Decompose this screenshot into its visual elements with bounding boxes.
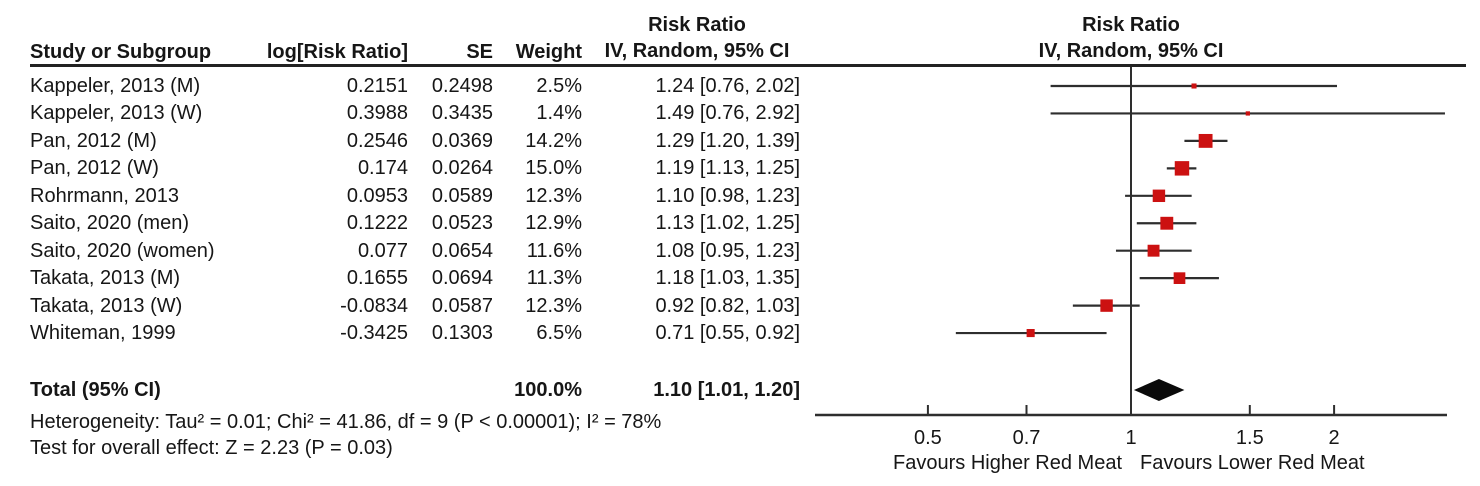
study-name: Saito, 2020 (men) [30, 212, 189, 234]
effect-square [1245, 111, 1250, 116]
ci-value: 1.13 [1.02, 1.25] [655, 212, 800, 234]
log-rr-value: 0.3988 [346, 102, 408, 124]
total-weight: 100.0% [514, 379, 582, 401]
log-rr-value: 0.2546 [346, 130, 408, 152]
effect-square [1160, 216, 1174, 230]
ci-value: 1.49 [0.76, 2.92] [655, 102, 800, 124]
weight-value: 12.3% [525, 185, 582, 207]
ci-value: 1.18 [1.03, 1.35] [655, 267, 800, 289]
plot-header-line1: Risk Ratio [1082, 14, 1180, 36]
col-header-effect-line2: IV, Random, 95% CI [604, 40, 790, 62]
effect-square [1173, 272, 1186, 284]
log-rr-value: 0.077 [357, 240, 408, 262]
se-value: 0.0523 [431, 212, 493, 234]
effect-square [1174, 161, 1190, 176]
study-name: Pan, 2012 (W) [30, 157, 159, 179]
se-value: 0.0369 [431, 130, 493, 152]
weight-value: 12.3% [525, 295, 582, 317]
weight-value: 15.0% [525, 157, 582, 179]
se-value: 0.0587 [431, 295, 493, 317]
se-value: 0.1303 [431, 322, 493, 344]
weight-value: 12.9% [525, 212, 582, 234]
study-name: Kappeler, 2013 (M) [30, 75, 201, 97]
ci-value: 1.24 [0.76, 2.02] [655, 75, 800, 97]
col-header-se: SE [466, 41, 493, 63]
effect-square [1100, 299, 1113, 312]
header-rule [30, 64, 1466, 67]
plot-header-line2: IV, Random, 95% CI [1038, 40, 1224, 62]
favours-left-label: Favours Higher Red Meat [893, 452, 1122, 474]
ci-value: 1.19 [1.13, 1.25] [655, 157, 800, 179]
total-label: Total (95% CI) [30, 379, 161, 401]
study-name: Takata, 2013 (W) [30, 295, 183, 317]
weight-value: 2.5% [536, 75, 582, 97]
se-value: 0.0654 [431, 240, 493, 262]
ci-value: 1.08 [0.95, 1.23] [655, 240, 800, 262]
effect-square [1152, 189, 1166, 203]
weight-value: 1.4% [536, 102, 582, 124]
log-rr-value: -0.0834 [340, 295, 408, 317]
ci-value: 1.29 [1.20, 1.39] [655, 130, 800, 152]
plot-header: Risk Ratio IV, Random, 95% CI [1011, 12, 1251, 64]
se-value: 0.2498 [431, 75, 493, 97]
axis-tick-label: 0.5 [914, 427, 942, 449]
weight-value: 11.6% [526, 240, 582, 262]
axis-tick-label: 1.5 [1236, 427, 1264, 449]
axis-tick-label: 0.7 [1013, 427, 1041, 449]
overall-effect-text: Test for overall effect: Z = 2.23 (P = 0… [30, 437, 393, 459]
col-header-effect-line1: Risk Ratio [648, 14, 746, 36]
effect-square [1147, 244, 1160, 257]
heterogeneity-text: Heterogeneity: Tau² = 0.01; Chi² = 41.86… [30, 411, 662, 433]
total-diamond [1133, 379, 1185, 401]
log-rr-value: -0.3425 [340, 322, 408, 344]
study-name: Kappeler, 2013 (W) [30, 102, 203, 124]
ci-value: 0.92 [0.82, 1.03] [655, 295, 800, 317]
log-rr-value: 0.174 [357, 157, 408, 179]
ci-value: 0.71 [0.55, 0.92] [655, 322, 800, 344]
favours-right-label: Favours Lower Red Meat [1140, 452, 1365, 474]
log-rr-value: 0.2151 [346, 75, 408, 97]
col-header-log-rr: log[Risk Ratio] [266, 41, 408, 63]
se-value: 0.0264 [431, 157, 493, 179]
weight-value: 6.5% [536, 322, 582, 344]
log-rr-value: 0.1222 [346, 212, 408, 234]
weight-value: 14.2% [525, 130, 582, 152]
log-rr-value: 0.1655 [346, 267, 408, 289]
effect-square [1191, 83, 1197, 89]
se-value: 0.0694 [431, 267, 493, 289]
col-header-effect: Risk Ratio IV, Random, 95% CI [594, 12, 800, 64]
ci-value: 1.10 [0.98, 1.23] [655, 185, 800, 207]
log-rr-value: 0.0953 [346, 185, 408, 207]
study-name: Rohrmann, 2013 [30, 185, 179, 207]
study-name: Takata, 2013 (M) [30, 267, 181, 289]
study-name: Saito, 2020 (women) [30, 240, 215, 262]
effect-square [1026, 329, 1035, 338]
axis-tick-label: 2 [1329, 427, 1340, 449]
axis-tick-label: 1 [1125, 427, 1136, 449]
se-value: 0.0589 [431, 185, 493, 207]
effect-square [1198, 133, 1213, 148]
total-ci: 1.10 [1.01, 1.20] [653, 379, 800, 401]
study-name: Whiteman, 1999 [30, 322, 176, 344]
col-header-weight: Weight [515, 41, 582, 63]
col-header-study: Study or Subgroup [30, 41, 212, 63]
study-name: Pan, 2012 (M) [30, 130, 157, 152]
se-value: 0.3435 [431, 102, 493, 124]
weight-value: 11.3% [526, 267, 582, 289]
